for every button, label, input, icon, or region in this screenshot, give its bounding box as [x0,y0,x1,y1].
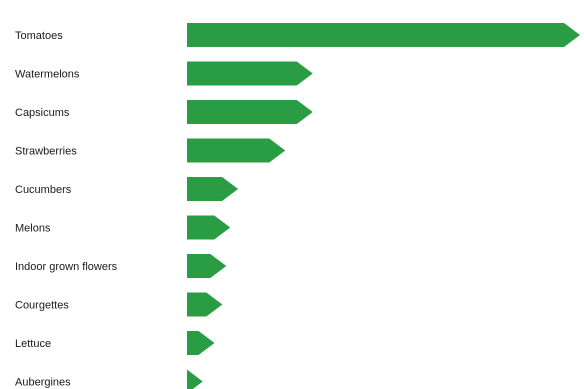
bar-watermelons [187,61,313,86]
category-label-melons: Melons [15,223,51,235]
category-label-indoor-grown-flowers: Indoor grown flowers [15,261,118,273]
bar-courgettes [187,292,223,317]
bars [187,23,580,389]
bar-strawberries [187,138,286,163]
category-label-tomatoes: Tomatoes [15,30,63,42]
category-label-courgettes: Courgettes [15,300,69,312]
category-label-lettuce: Lettuce [15,338,51,350]
category-label-watermelons: Watermelons [15,69,80,81]
bar-lettuce [187,331,215,355]
category-label-cucumbers: Cucumbers [15,184,72,196]
bar-indoor-grown-flowers [187,254,227,278]
bar-tomatoes [187,23,580,47]
bar-melons [187,215,231,240]
category-label-aubergines: Aubergines [15,377,71,389]
bar-aubergines [187,369,203,389]
bar-capsicums [187,100,313,124]
category-labels: Tomatoes Watermelons Capsicums Strawberries… [15,30,118,389]
category-label-capsicums: Capsicums [15,107,70,119]
bar-cucumbers [187,177,239,201]
category-label-strawberries: Strawberries [15,146,77,158]
